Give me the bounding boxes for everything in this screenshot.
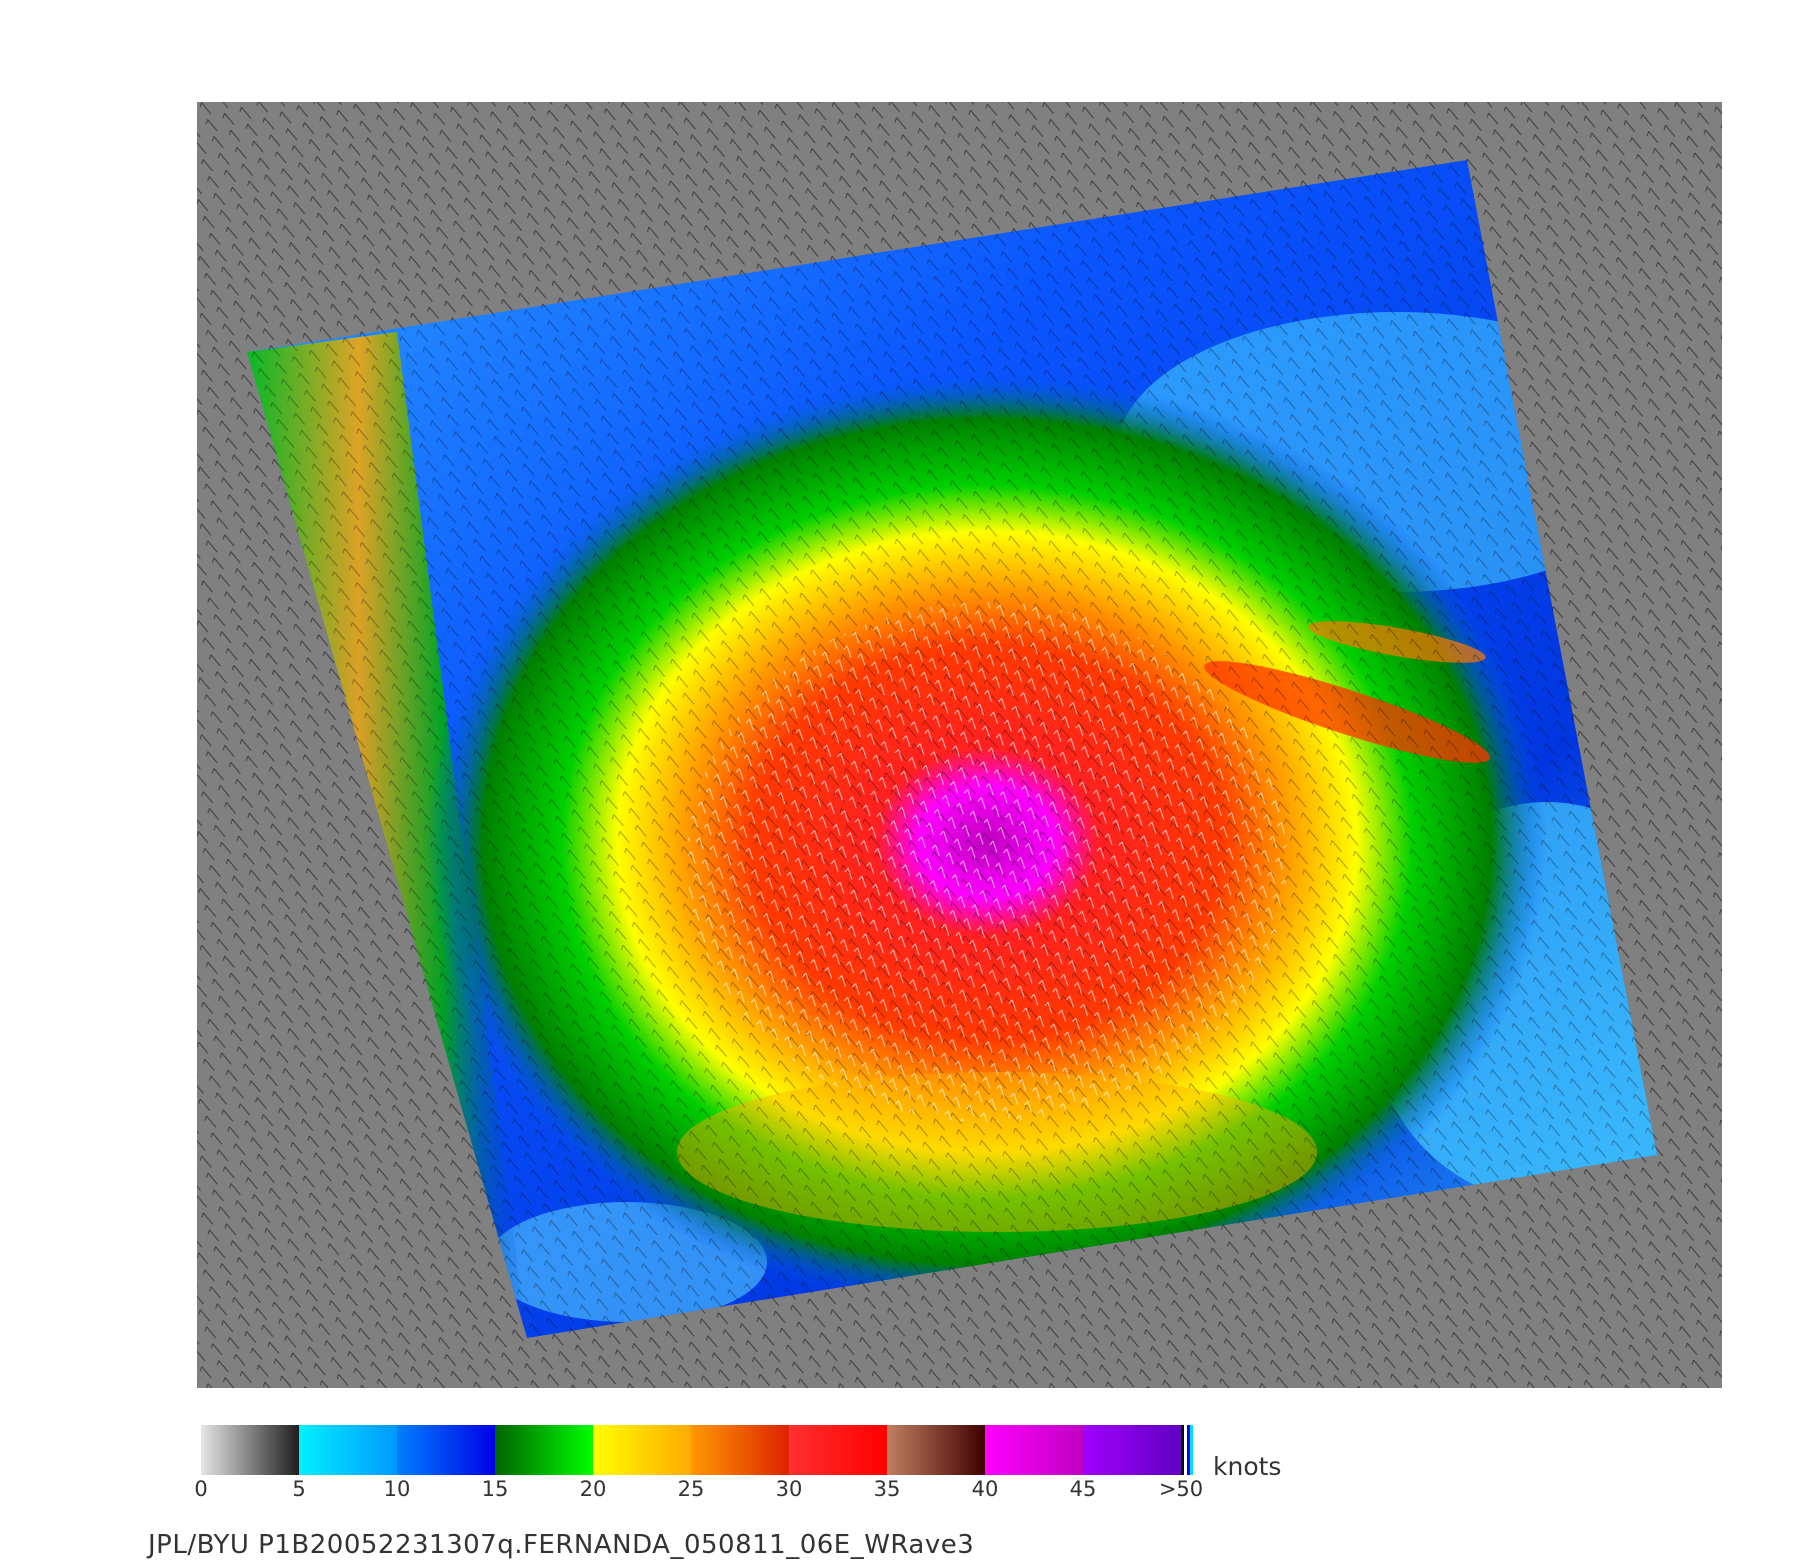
- colorbar-tick-label: 5: [292, 1477, 306, 1501]
- colorbar-segment: [593, 1425, 691, 1475]
- colorbar-tick-label: 35: [873, 1477, 901, 1501]
- wind-map: [197, 102, 1722, 1388]
- colorbar-tick-label: >50: [1158, 1477, 1204, 1501]
- colorbar-tick-label: 25: [677, 1477, 705, 1501]
- colorbar-tick-label: 40: [971, 1477, 999, 1501]
- colorbar-segment: [201, 1425, 299, 1475]
- colorbar-tick-label: 45: [1069, 1477, 1097, 1501]
- wind-map-svg: [197, 102, 1722, 1388]
- colorbar-tick-label: 0: [194, 1477, 208, 1501]
- colorbar-end-mark: [1187, 1425, 1190, 1475]
- colorbar-segment: [691, 1425, 789, 1475]
- product-id-footer: JPL/BYU P1B20052231307q.FERNANDA_050811_…: [148, 1530, 975, 1560]
- scatterometer-swath: [247, 160, 1657, 1338]
- colorbar-end-mark: [1190, 1425, 1193, 1475]
- colorbar-segment: [299, 1425, 397, 1475]
- colorbar-end-mark: [1184, 1425, 1187, 1475]
- colorbar-segment: [397, 1425, 495, 1475]
- wind-speed-colorbar: [201, 1425, 1201, 1475]
- colorbar-segment: [1083, 1425, 1181, 1475]
- colorbar-tick-label: 15: [481, 1477, 509, 1501]
- colorbar-segment: [495, 1425, 593, 1475]
- colorbar-end-mark: [1181, 1425, 1184, 1475]
- colorbar-segment: [887, 1425, 985, 1475]
- colorbar-tick-label: 30: [775, 1477, 803, 1501]
- colorbar-segment: [789, 1425, 887, 1475]
- colorbar-unit-label: knots: [1213, 1452, 1282, 1481]
- colorbar-tick-label: 20: [579, 1477, 607, 1501]
- colorbar-tick-label: 10: [383, 1477, 411, 1501]
- colorbar-segment: [985, 1425, 1083, 1475]
